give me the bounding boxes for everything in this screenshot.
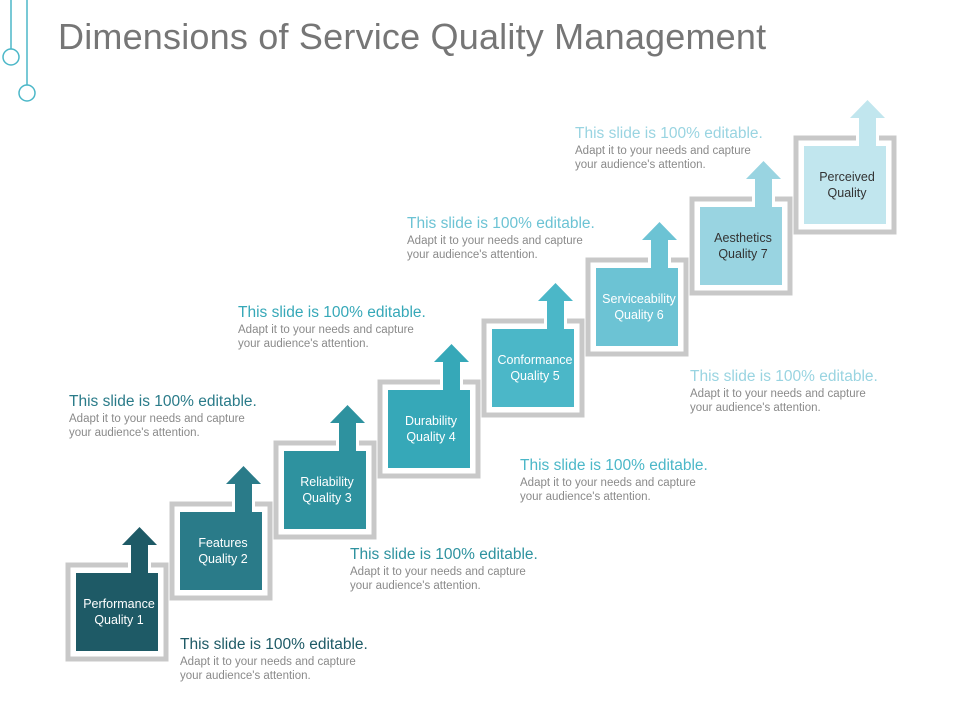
callout-body: Adapt it to your needs and capture your … [180,655,380,683]
callout-3: This slide is 100% editable. Adapt it to … [350,546,590,593]
step-label-line2: Quality 7 [701,246,785,262]
step-label-line2: Quality 1 [77,612,161,628]
callout-body: Adapt it to your needs and capture your … [69,412,269,440]
step-label-line2: Quality [805,185,889,201]
callout-heading: This slide is 100% editable. [180,636,420,654]
step-label-line1: Features [181,535,265,551]
step-4 [380,344,478,476]
step-label: Performance Quality 1 [77,596,161,628]
callout-4: This slide is 100% editable. Adapt it to … [238,304,478,351]
step-label-line1: Durability [389,413,473,429]
step-label: Durability Quality 4 [389,413,473,445]
step-arrow [492,283,574,407]
step-1 [68,527,166,659]
callout-heading: This slide is 100% editable. [690,368,930,386]
step-label-line2: Quality 3 [285,490,369,506]
step-label: Features Quality 2 [181,535,265,567]
step-label: Aesthetics Quality 7 [701,230,785,262]
callout-heading: This slide is 100% editable. [69,393,309,411]
step-arrow [804,100,886,224]
callout-body: Adapt it to your needs and capture your … [690,387,890,415]
callout-heading: This slide is 100% editable. [520,457,760,475]
callout-heading: This slide is 100% editable. [575,125,815,143]
callout-body: Adapt it to your needs and capture your … [238,323,438,351]
callout-7: This slide is 100% editable. Adapt it to … [690,368,930,415]
step-arrow [76,527,158,651]
callout-2: This slide is 100% editable. Adapt it to … [69,393,309,440]
step-label: Conformance Quality 5 [493,352,577,384]
step-label: Perceived Quality [805,169,889,201]
callout-5: This slide is 100% editable. Adapt it to … [520,457,760,504]
step-label-line1: Aesthetics [701,230,785,246]
step-arrow [700,161,782,285]
step-label-line2: Quality 6 [597,307,681,323]
step-arrow [388,344,470,468]
step-label: Serviceability Quality 6 [597,291,681,323]
step-label-line1: Conformance [493,352,577,368]
callout-body: Adapt it to your needs and capture your … [575,144,775,172]
step-label-line1: Reliability [285,474,369,490]
callout-1: This slide is 100% editable. Adapt it to … [180,636,420,683]
step-label-line1: Performance [77,596,161,612]
step-label-line2: Quality 5 [493,368,577,384]
step-label-line2: Quality 2 [181,551,265,567]
callout-heading: This slide is 100% editable. [238,304,478,322]
step-label: Reliability Quality 3 [285,474,369,506]
callout-body: Adapt it to your needs and capture your … [350,565,550,593]
step-label-line1: Serviceability [597,291,681,307]
step-5 [484,283,582,415]
callout-8: This slide is 100% editable. Adapt it to… [575,125,815,172]
step-label-line1: Perceived [805,169,889,185]
callout-6: This slide is 100% editable. Adapt it to … [407,215,647,262]
step-2 [172,466,270,598]
callout-body: Adapt it to your needs and capture your … [407,234,607,262]
step-arrow [180,466,262,590]
step-7 [692,161,790,293]
step-label-line2: Quality 4 [389,429,473,445]
callout-heading: This slide is 100% editable. [350,546,590,564]
callout-body: Adapt it to your needs and capture your … [520,476,720,504]
callout-heading: This slide is 100% editable. [407,215,647,233]
